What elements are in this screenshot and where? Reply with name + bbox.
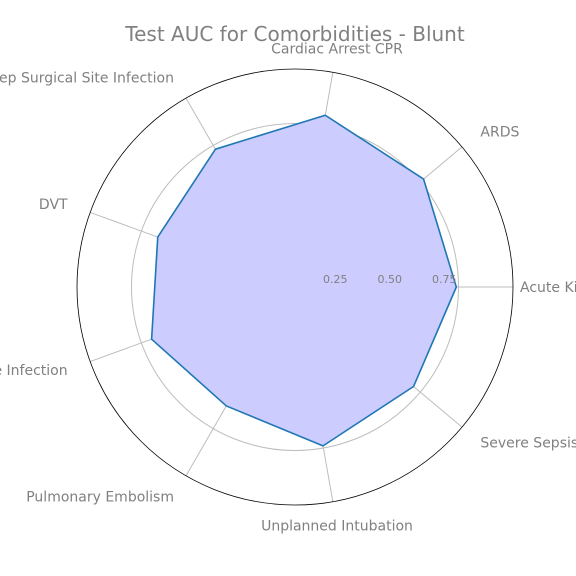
category-label: Cardiac Arrest CPR xyxy=(271,42,403,58)
r-tick-label: 0.50 xyxy=(378,273,403,286)
outer-ring xyxy=(76,68,514,506)
radial-tick-labels: 0.25 0.50 0.75 xyxy=(323,273,457,286)
r-tick-label: 0.75 xyxy=(432,273,457,286)
category-label: ARDS xyxy=(480,124,519,140)
category-label: Deep Surgical Site Infection xyxy=(0,70,174,86)
series-line xyxy=(150,114,458,447)
category-label: DVT xyxy=(39,197,68,213)
category-label: Unplanned Intubation xyxy=(261,518,413,534)
chart-title: Test AUC for Comorbidities - Blunt xyxy=(124,22,465,46)
series-area xyxy=(151,115,457,446)
category-label: Pulmonary Embolism xyxy=(26,490,174,506)
category-label: Organ Space Surgical Site Infection xyxy=(0,363,68,379)
radar-series xyxy=(150,114,458,447)
category-label: Severe Sepsis xyxy=(480,436,576,452)
category-labels: Acute Kidney Inj ARDS Cardiac Arrest CPR De… xyxy=(0,42,576,535)
r-tick-label: 0.25 xyxy=(323,273,348,286)
category-label: Acute Kidney Inj xyxy=(520,280,576,296)
